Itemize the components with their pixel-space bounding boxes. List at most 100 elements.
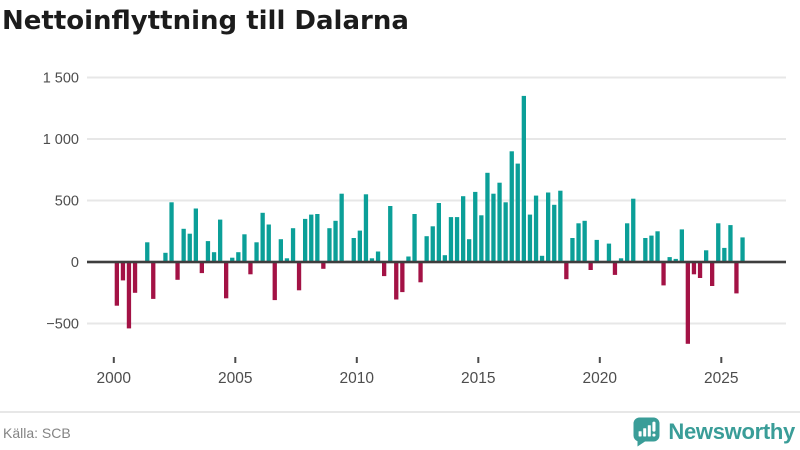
bar-2014-Q1[interactable] xyxy=(454,217,460,262)
bar-2001-Q3[interactable] xyxy=(151,262,156,299)
bar-2015-Q4[interactable] xyxy=(497,182,502,262)
bar-2021-Q4[interactable] xyxy=(643,238,648,262)
bar-2016-Q3[interactable] xyxy=(515,163,520,262)
bar-2017-Q4[interactable] xyxy=(546,192,551,263)
bar-2015-Q1[interactable] xyxy=(479,215,484,262)
bar-2009-Q4[interactable] xyxy=(351,238,356,262)
bar-2001-Q2[interactable] xyxy=(145,242,150,262)
bar-2018-Q2[interactable] xyxy=(558,190,563,262)
bar-2014-Q3[interactable] xyxy=(467,239,472,262)
bar-2022-Q3[interactable] xyxy=(661,262,666,286)
bar-2012-Q2[interactable] xyxy=(412,214,417,262)
bar-2011-Q2[interactable] xyxy=(388,206,393,262)
bar-2012-Q1[interactable] xyxy=(406,256,411,263)
bar-2002-Q4[interactable] xyxy=(181,228,186,262)
bar-2000-Q1[interactable] xyxy=(114,262,119,306)
bar-2002-Q2[interactable] xyxy=(169,202,174,262)
bar-2008-Q3[interactable] xyxy=(321,262,326,269)
bar-2000-Q4[interactable] xyxy=(132,262,138,293)
bar-2006-Q3[interactable] xyxy=(272,262,277,301)
bar-2014-Q4[interactable] xyxy=(473,191,478,262)
bar-2011-Q4[interactable] xyxy=(400,262,405,293)
bar-2023-Q2[interactable] xyxy=(679,229,684,262)
bar-2025-Q2[interactable] xyxy=(728,225,733,262)
bar-2007-Q2[interactable] xyxy=(290,228,296,262)
bar-2008-Q4[interactable] xyxy=(327,228,332,262)
bar-2023-Q3[interactable] xyxy=(685,262,690,344)
bar-2019-Q1[interactable] xyxy=(576,223,581,262)
bar-2016-Q1[interactable] xyxy=(503,202,508,262)
bar-2023-Q4[interactable] xyxy=(691,262,697,275)
bar-2022-Q4[interactable] xyxy=(667,257,672,262)
bar-2002-Q3[interactable] xyxy=(175,262,180,280)
bar-2016-Q4[interactable] xyxy=(521,95,526,263)
bar-2004-Q4[interactable] xyxy=(230,257,235,262)
bar-2009-Q1[interactable] xyxy=(333,220,338,262)
bar-2005-Q3[interactable] xyxy=(248,262,253,275)
bar-2012-Q4[interactable] xyxy=(424,236,429,262)
bar-2003-Q2[interactable] xyxy=(193,208,198,263)
bar-2025-Q1[interactable] xyxy=(722,247,727,262)
bar-2008-Q1[interactable] xyxy=(309,214,314,262)
bar-2004-Q2[interactable] xyxy=(218,219,223,262)
bar-2023-Q1[interactable] xyxy=(673,258,678,262)
bar-2024-Q3[interactable] xyxy=(710,262,715,286)
bar-2019-Q3[interactable] xyxy=(588,262,593,270)
bar-2020-Q3[interactable] xyxy=(612,262,618,275)
bar-2014-Q2[interactable] xyxy=(461,196,466,262)
bar-2013-Q1[interactable] xyxy=(430,226,435,262)
bar-2013-Q4[interactable] xyxy=(448,217,454,262)
bar-2018-Q4[interactable] xyxy=(570,238,575,262)
bar-2016-Q2[interactable] xyxy=(509,151,514,262)
bar-2010-Q1[interactable] xyxy=(357,230,362,262)
bar-2006-Q1[interactable] xyxy=(260,212,265,262)
bar-2022-Q1[interactable] xyxy=(649,235,654,262)
bar-2024-Q4[interactable] xyxy=(716,223,721,262)
bar-2008-Q2[interactable] xyxy=(315,214,320,262)
bar-2000-Q2[interactable] xyxy=(120,262,126,281)
bar-2005-Q1[interactable] xyxy=(236,252,241,262)
bar-2022-Q2[interactable] xyxy=(655,231,660,263)
bar-2019-Q2[interactable] xyxy=(582,220,587,262)
bar-2018-Q3[interactable] xyxy=(564,262,569,280)
bar-2002-Q1[interactable] xyxy=(163,252,168,262)
bar-2010-Q4[interactable] xyxy=(375,251,381,263)
bar-2003-Q3[interactable] xyxy=(199,262,204,274)
bar-2020-Q4[interactable] xyxy=(618,258,624,262)
bar-2010-Q2[interactable] xyxy=(363,194,369,262)
bar-2019-Q4[interactable] xyxy=(594,239,599,262)
bar-2025-Q3[interactable] xyxy=(734,262,739,294)
bar-2013-Q2[interactable] xyxy=(436,203,441,262)
bar-2015-Q2[interactable] xyxy=(485,172,490,262)
bar-2006-Q4[interactable] xyxy=(278,239,283,262)
bar-2021-Q1[interactable] xyxy=(625,223,630,262)
bar-2007-Q4[interactable] xyxy=(303,218,308,262)
bar-2018-Q1[interactable] xyxy=(552,204,557,262)
bar-2009-Q2[interactable] xyxy=(339,193,344,262)
bar-2021-Q2[interactable] xyxy=(631,198,636,262)
bar-2003-Q4[interactable] xyxy=(205,241,211,262)
bar-2017-Q3[interactable] xyxy=(539,255,545,262)
bar-2013-Q3[interactable] xyxy=(442,255,447,262)
bar-2004-Q1[interactable] xyxy=(211,252,217,262)
bar-2017-Q1[interactable] xyxy=(527,214,533,262)
bar-2000-Q3[interactable] xyxy=(126,262,132,329)
bar-2006-Q2[interactable] xyxy=(266,224,271,263)
bar-2011-Q3[interactable] xyxy=(394,262,399,300)
bar-2004-Q3[interactable] xyxy=(224,262,229,299)
bar-2005-Q4[interactable] xyxy=(254,242,259,262)
bar-2024-Q2[interactable] xyxy=(704,250,709,262)
bar-2015-Q3[interactable] xyxy=(491,193,496,262)
bar-2007-Q1[interactable] xyxy=(284,258,290,262)
bar-2011-Q1[interactable] xyxy=(382,262,387,277)
bar-2010-Q3[interactable] xyxy=(369,258,375,262)
bar-2007-Q3[interactable] xyxy=(296,262,302,291)
bar-2017-Q2[interactable] xyxy=(533,195,539,262)
bar-2005-Q2[interactable] xyxy=(242,234,247,262)
bar-2012-Q3[interactable] xyxy=(418,262,423,283)
bar-2003-Q1[interactable] xyxy=(187,233,192,262)
bar-2024-Q1[interactable] xyxy=(697,262,703,278)
bar-2025-Q4[interactable] xyxy=(740,237,745,262)
bar-2020-Q2[interactable] xyxy=(606,243,612,262)
newsworthy-logo[interactable]: Newsworthy xyxy=(633,417,795,447)
